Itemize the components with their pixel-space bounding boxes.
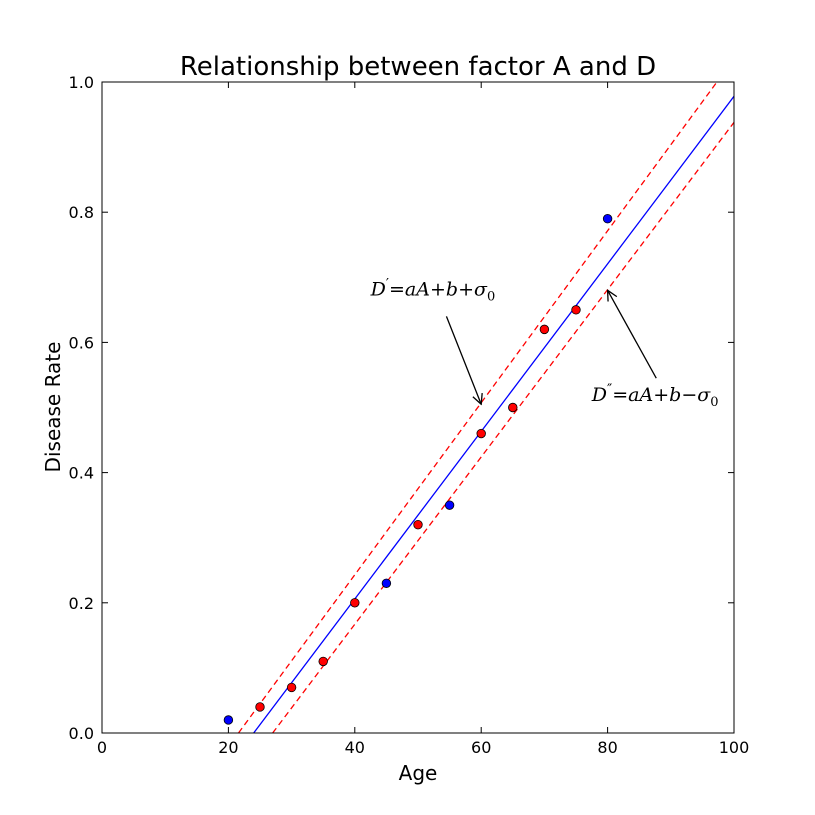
y-tick-label: 1.0 [69,73,94,92]
chart-title: Relationship between factor A and D [180,52,656,82]
data-point [444,500,455,510]
x-axis-label: Age [399,761,438,785]
x-tick-label: 100 [719,738,750,757]
axis-ticks: 0 20 40 60 80 100 0.0 0.2 0.4 0.6 0.8 1.0 [69,73,750,757]
data-point [508,402,518,413]
data-point [476,428,486,439]
plot-frame [101,81,735,734]
data-point [381,578,392,588]
x-tick-label: 60 [471,738,491,757]
annotation-label-lower: D″=aA+b−σ0 [591,382,719,410]
data-point [413,519,423,530]
data-point [255,702,265,712]
data-point [602,214,613,224]
annotation-label-upper: D′=aA+b+σ0 [370,277,496,305]
x-tick-label: 80 [597,738,617,757]
fit-lines [237,82,734,733]
y-tick-label: 0.0 [69,724,94,743]
bound-line-1 [237,82,718,733]
y-tick-label: 0.6 [69,333,94,352]
data-point [571,305,581,315]
data-point [318,656,328,667]
x-tick-label: 40 [345,738,365,757]
annotations: D′=aA+b+σ0 D″=aA+b−σ0 [370,277,719,410]
y-tick-label: 0.8 [69,203,94,222]
fit-line [253,95,734,733]
data-points [223,214,613,725]
y-tick-label: 0.4 [69,464,94,483]
annotation-arrow-lower [608,290,657,379]
x-tick-label: 20 [218,738,238,757]
bound-line-2 [272,121,734,733]
y-axis-label: Disease Rate [41,342,65,473]
annotation-arrow-upper [445,316,481,404]
y-tick-label: 0.2 [69,594,94,613]
data-point [223,715,234,725]
data-point [286,682,297,693]
data-point [539,324,550,335]
x-tick-label: 0 [97,738,107,757]
data-point [350,598,360,608]
